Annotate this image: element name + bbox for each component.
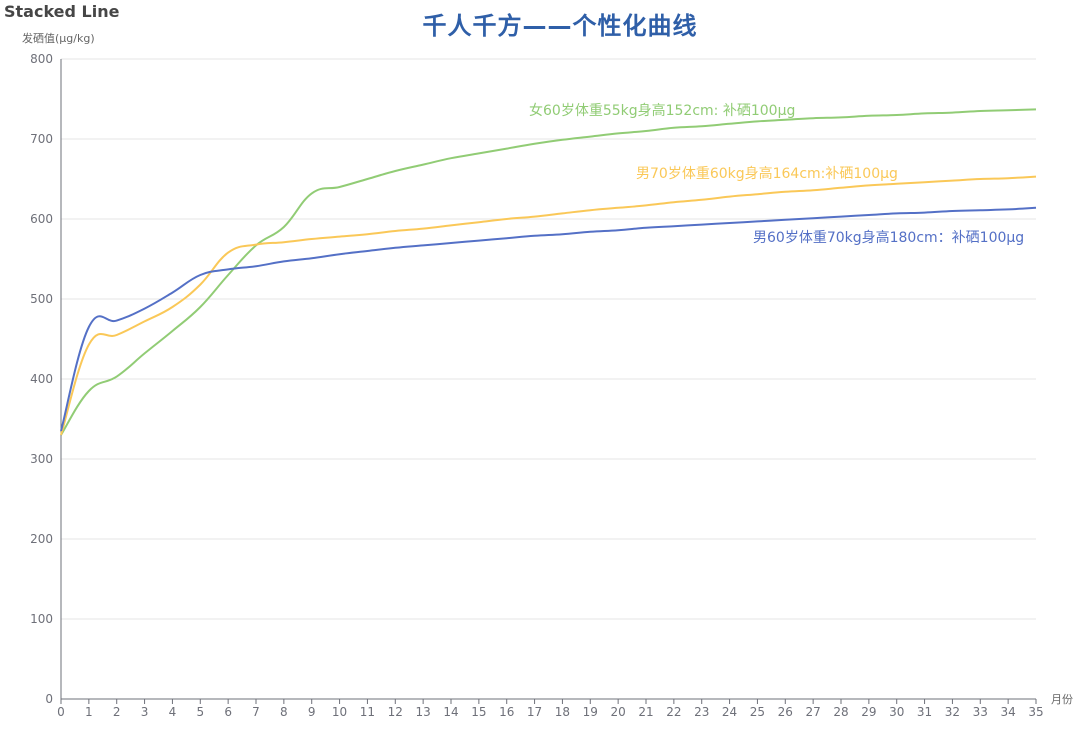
svg-text:12: 12: [388, 705, 403, 719]
svg-text:18: 18: [555, 705, 570, 719]
series-label-female-60: 女60岁体重55kg身高152cm: 补硒100μg: [529, 103, 796, 119]
svg-text:0: 0: [45, 692, 53, 706]
svg-text:28: 28: [833, 705, 848, 719]
svg-text:200: 200: [30, 532, 53, 546]
series-line-male-60: [60, 206, 1037, 432]
svg-text:3: 3: [141, 705, 149, 719]
svg-text:300: 300: [30, 452, 53, 466]
svg-text:6: 6: [224, 705, 232, 719]
svg-text:700: 700: [30, 132, 53, 146]
svg-text:20: 20: [611, 705, 626, 719]
main-title: 千人千方——个性化曲线: [422, 12, 698, 40]
series-lines: [60, 108, 1037, 436]
svg-text:2: 2: [113, 705, 121, 719]
svg-text:31: 31: [917, 705, 932, 719]
series-label-male-70: 男70岁体重60kg身高164cm:补硒100μg: [636, 166, 898, 182]
y-axis-ticks: 0 100 200 300 400 500 600 700 800: [30, 52, 53, 706]
svg-text:15: 15: [471, 705, 486, 719]
x-axis-name: 月份: [1051, 693, 1073, 706]
series-line-female-60: [60, 108, 1037, 436]
svg-text:19: 19: [583, 705, 598, 719]
svg-text:8: 8: [280, 705, 288, 719]
svg-text:13: 13: [416, 705, 431, 719]
svg-text:600: 600: [30, 212, 53, 226]
svg-text:21: 21: [638, 705, 653, 719]
svg-text:9: 9: [308, 705, 316, 719]
svg-text:5: 5: [196, 705, 204, 719]
svg-text:400: 400: [30, 372, 53, 386]
svg-text:25: 25: [750, 705, 765, 719]
svg-text:11: 11: [360, 705, 375, 719]
chart-title: Stacked Line: [4, 2, 120, 21]
svg-text:4: 4: [169, 705, 177, 719]
svg-text:500: 500: [30, 292, 53, 306]
svg-text:17: 17: [527, 705, 542, 719]
svg-text:22: 22: [666, 705, 681, 719]
svg-text:23: 23: [694, 705, 709, 719]
x-axis: 0 1 2 3 4 5 6 7 8 9 10 11 12 13 14 15 16 17 18 19 20 21 22 23 24…: [57, 698, 1044, 719]
svg-text:16: 16: [499, 705, 514, 719]
svg-text:33: 33: [973, 705, 988, 719]
svg-text:34: 34: [1001, 705, 1016, 719]
svg-text:26: 26: [778, 705, 793, 719]
y-axis-name: 发硒值(μg/kg): [22, 32, 95, 45]
svg-text:29: 29: [861, 705, 876, 719]
svg-text:14: 14: [443, 705, 458, 719]
svg-text:7: 7: [252, 705, 260, 719]
svg-text:32: 32: [945, 705, 960, 719]
svg-text:0: 0: [57, 705, 65, 719]
svg-text:30: 30: [889, 705, 904, 719]
svg-text:800: 800: [30, 52, 53, 66]
svg-text:100: 100: [30, 612, 53, 626]
svg-text:1: 1: [85, 705, 93, 719]
svg-text:35: 35: [1028, 705, 1043, 719]
series-label-male-60: 男60岁体重70kg身高180cm：补硒100μg: [753, 230, 1025, 246]
svg-text:10: 10: [332, 705, 347, 719]
svg-text:27: 27: [806, 705, 821, 719]
series-line-male-70: [60, 175, 1037, 436]
grid-lines: [60, 58, 1036, 699]
svg-text:24: 24: [722, 705, 737, 719]
